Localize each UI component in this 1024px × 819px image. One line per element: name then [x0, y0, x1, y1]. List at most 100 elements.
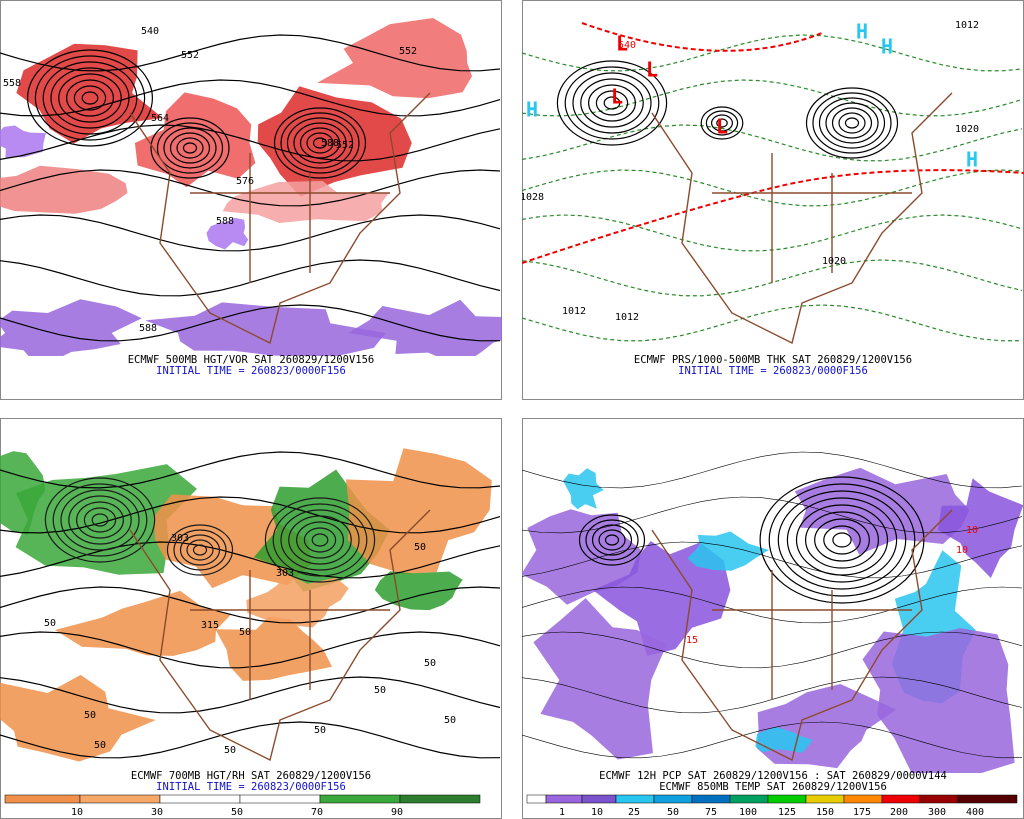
- shaded-area: [246, 573, 349, 628]
- contour-label: L: [611, 85, 623, 109]
- colorbar-swatch: [4, 794, 81, 804]
- contour-ring: [264, 497, 376, 583]
- colorbar-label: 175: [853, 807, 871, 818]
- contour-ring: [804, 511, 879, 569]
- shaded-area: [592, 541, 731, 656]
- contour: [0, 496, 501, 534]
- coastline: [651, 92, 953, 345]
- contour: [522, 451, 1023, 489]
- shaded-area: [206, 217, 249, 250]
- contour-ring: [303, 527, 337, 553]
- initial-time: ECMWF 850MB TEMP SAT 260829/1200V156: [659, 781, 887, 793]
- contour-ring: [272, 503, 368, 577]
- shaded-area: [345, 448, 492, 574]
- shaded-area: [0, 674, 156, 762]
- colorbar-label: 50: [667, 807, 679, 818]
- contour-label: 50: [314, 725, 326, 736]
- contour-ring: [26, 49, 154, 147]
- colorbar-swatch: [159, 794, 241, 804]
- contour-ring: [58, 73, 122, 123]
- contour-ring: [91, 513, 109, 527]
- contour-ring: [578, 514, 646, 566]
- contour-ring: [75, 501, 124, 539]
- contour-ring: [173, 529, 227, 571]
- contour-ring: [556, 60, 668, 146]
- colorbar-swatch: [919, 794, 959, 804]
- contour-label: 303: [276, 568, 294, 579]
- contour-label: 10: [966, 525, 978, 536]
- contour-label: L: [616, 32, 628, 56]
- contour-ring: [68, 495, 132, 545]
- contour-label: 552: [336, 140, 354, 151]
- colorbar-label: 30: [151, 807, 163, 818]
- contour-ring: [603, 96, 621, 110]
- contour-label: 1012: [615, 312, 639, 323]
- contour-ring: [273, 107, 367, 179]
- contour-ring: [814, 518, 870, 562]
- contour: [522, 721, 1023, 759]
- contour-ring: [768, 483, 916, 597]
- contour-ring: [286, 117, 354, 169]
- contour-ring: [710, 114, 733, 132]
- contour-ring: [580, 78, 644, 128]
- contour-ring: [306, 132, 334, 154]
- colorbar-label: 200: [890, 807, 908, 818]
- contour-ring: [598, 529, 626, 551]
- contour-label: 1012: [955, 20, 979, 31]
- contour: [0, 124, 501, 162]
- contour-ring: [700, 106, 744, 140]
- contour-ring: [759, 476, 925, 604]
- contour-ring: [169, 132, 211, 164]
- contour-ring: [831, 107, 873, 139]
- colorbar-swatch: [881, 794, 921, 804]
- contour-ring: [150, 117, 230, 179]
- contour-ring: [844, 117, 860, 129]
- shaded-area: [348, 299, 502, 356]
- contour: [0, 304, 501, 342]
- contour-ring: [44, 477, 156, 563]
- contour-label: H: [881, 35, 893, 59]
- contour-ring: [288, 515, 352, 565]
- initial-time: INITIAL TIME = 260823/0000F156: [156, 781, 346, 793]
- caption: ECMWF 700MB HGT/RH SAT 260829/1200V156: [131, 770, 371, 782]
- contour: [522, 304, 1023, 342]
- contour: [0, 721, 501, 759]
- shaded-area: [937, 478, 1024, 578]
- contour-ring: [823, 525, 861, 555]
- contour: [0, 34, 501, 72]
- contour-ring: [83, 507, 117, 533]
- colorbar-label: 10: [591, 807, 603, 818]
- contour-label: 50: [94, 740, 106, 751]
- contour-label: 50: [224, 745, 236, 756]
- contour-label: 588: [139, 323, 157, 334]
- contour-ring: [838, 112, 866, 134]
- shaded-area: [0, 165, 128, 214]
- initial-time: INITIAL TIME = 260823/0000F156: [156, 365, 346, 377]
- colorbar-label: 400: [966, 807, 984, 818]
- contour: [0, 541, 501, 579]
- contour-label: 564: [151, 113, 169, 124]
- contour-ring: [176, 137, 204, 159]
- colorbar-swatch: [805, 794, 845, 804]
- contour-ring: [65, 79, 114, 117]
- caption: ECMWF 12H PCP SAT 260829/1200V156 : SAT …: [599, 770, 947, 782]
- contour-ring: [595, 90, 629, 116]
- colorbar-swatch: [729, 794, 769, 804]
- contour-ring: [60, 489, 140, 551]
- contour-label: L: [646, 58, 658, 82]
- shaded-area: [0, 451, 46, 535]
- colorbar-label: 90: [391, 807, 403, 818]
- shaded-area: [15, 464, 197, 575]
- colorbar-swatch: [843, 794, 883, 804]
- contour-ring: [186, 539, 214, 561]
- colorbar-swatch: [319, 794, 401, 804]
- colorbar-label: 150: [816, 807, 834, 818]
- colorbar-swatch: [653, 794, 693, 804]
- shaded-area: [222, 181, 389, 223]
- colorbar-swatch: [239, 794, 321, 804]
- contour-label: 558: [3, 78, 21, 89]
- colorbar-label: 125: [778, 807, 796, 818]
- shaded-area: [687, 531, 769, 571]
- contour-ring: [192, 544, 208, 556]
